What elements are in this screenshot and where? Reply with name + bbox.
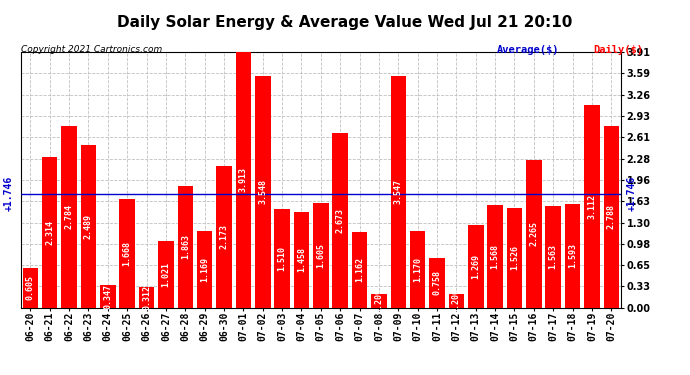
- Text: +1.746: +1.746: [3, 176, 13, 211]
- Text: 0.605: 0.605: [26, 275, 35, 300]
- Bar: [81, 145, 96, 308]
- Bar: [139, 287, 155, 308]
- Bar: [255, 76, 270, 308]
- Bar: [429, 258, 445, 308]
- Text: Copyright 2021 Cartronics.com: Copyright 2021 Cartronics.com: [21, 45, 162, 54]
- Text: 0.200: 0.200: [452, 288, 461, 314]
- Text: +1.746: +1.746: [627, 176, 636, 211]
- Text: 1.170: 1.170: [413, 257, 422, 282]
- Bar: [275, 209, 290, 308]
- Bar: [294, 212, 309, 308]
- Bar: [391, 76, 406, 308]
- Bar: [410, 231, 426, 308]
- Bar: [197, 231, 213, 308]
- Text: 0.758: 0.758: [433, 270, 442, 295]
- Text: 3.913: 3.913: [239, 167, 248, 192]
- Text: 1.458: 1.458: [297, 248, 306, 273]
- Text: 1.526: 1.526: [510, 245, 519, 270]
- Bar: [333, 133, 348, 308]
- Bar: [119, 199, 135, 308]
- Bar: [236, 52, 251, 308]
- Text: 0.312: 0.312: [142, 285, 151, 310]
- Bar: [526, 160, 542, 308]
- Text: 2.673: 2.673: [336, 208, 345, 233]
- Text: 0.209: 0.209: [375, 288, 384, 313]
- Text: Daily Solar Energy & Average Value Wed Jul 21 20:10: Daily Solar Energy & Average Value Wed J…: [117, 15, 573, 30]
- Bar: [177, 186, 193, 308]
- Text: 1.162: 1.162: [355, 257, 364, 282]
- Text: 1.021: 1.021: [161, 262, 170, 287]
- Text: Daily($): Daily($): [593, 45, 643, 55]
- Text: 1.863: 1.863: [181, 234, 190, 259]
- Bar: [313, 203, 328, 308]
- Bar: [487, 205, 503, 308]
- Bar: [216, 166, 232, 308]
- Bar: [61, 126, 77, 308]
- Text: 0.347: 0.347: [104, 284, 112, 309]
- Text: 1.605: 1.605: [316, 243, 326, 268]
- Text: 2.784: 2.784: [65, 204, 74, 229]
- Text: Average($): Average($): [497, 45, 560, 55]
- Text: 1.169: 1.169: [200, 257, 209, 282]
- Text: 2.265: 2.265: [529, 221, 538, 246]
- Bar: [100, 285, 116, 308]
- Bar: [468, 225, 484, 308]
- Bar: [42, 157, 57, 308]
- Text: 1.668: 1.668: [123, 241, 132, 266]
- Bar: [546, 206, 561, 308]
- Text: 3.548: 3.548: [258, 179, 267, 204]
- Text: 2.788: 2.788: [607, 204, 615, 229]
- Text: 1.563: 1.563: [549, 244, 558, 269]
- Bar: [506, 208, 522, 308]
- Bar: [352, 232, 367, 308]
- Text: 3.547: 3.547: [394, 179, 403, 204]
- Bar: [604, 126, 619, 308]
- Text: 1.510: 1.510: [277, 246, 286, 271]
- Bar: [371, 294, 386, 307]
- Text: 2.314: 2.314: [46, 219, 55, 245]
- Text: 1.593: 1.593: [568, 243, 577, 268]
- Bar: [584, 105, 600, 308]
- Text: 3.112: 3.112: [587, 194, 596, 219]
- Bar: [448, 294, 464, 307]
- Text: 1.568: 1.568: [491, 244, 500, 269]
- Bar: [565, 204, 580, 308]
- Text: 2.489: 2.489: [84, 214, 93, 239]
- Text: 1.269: 1.269: [471, 254, 480, 279]
- Text: 2.173: 2.173: [219, 224, 228, 249]
- Bar: [158, 241, 174, 308]
- Bar: [23, 268, 38, 308]
